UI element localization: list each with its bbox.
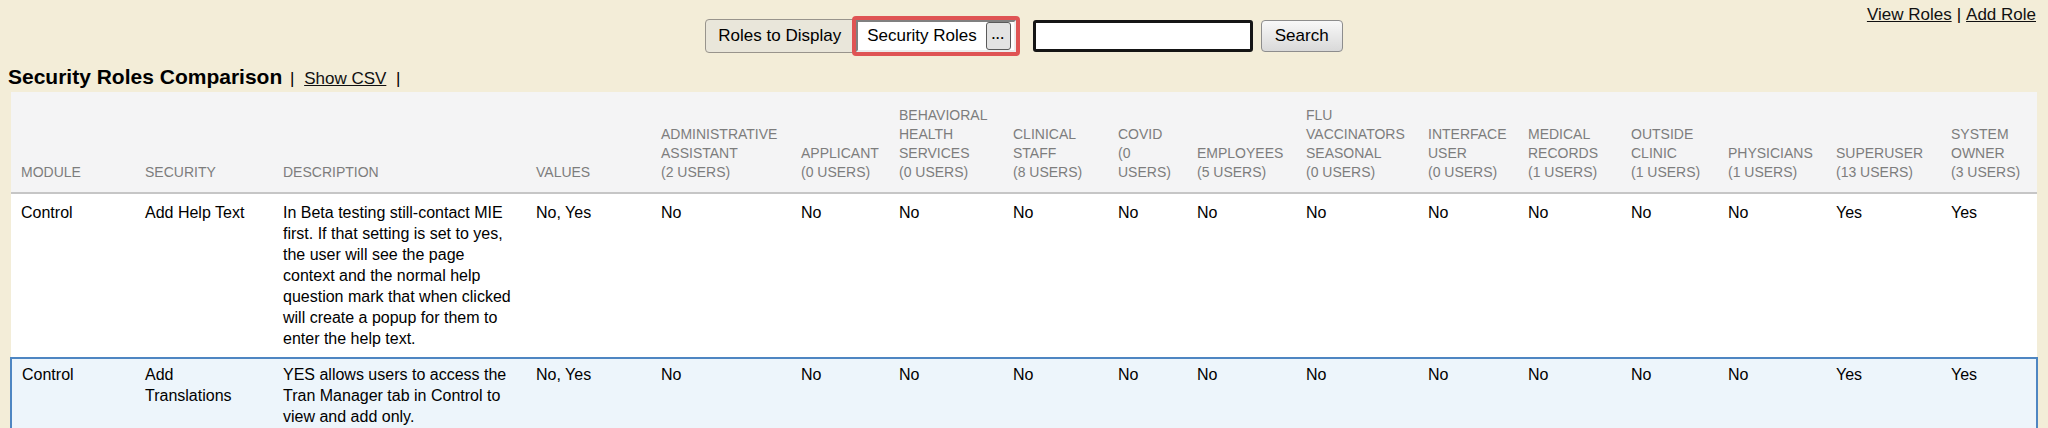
add-role-link[interactable]: Add Role — [1966, 5, 2036, 24]
roles-picker[interactable]: Security Roles ... — [856, 20, 1016, 52]
cell-role-value: No — [1718, 193, 1826, 358]
title-bar: Security Roles Comparison | Show CSV | — [8, 65, 2048, 89]
cell-role-value: Yes — [1941, 358, 2037, 428]
column-header-role: SUPERUSER(13 USERS) — [1826, 92, 1941, 193]
column-header-security: SECURITY — [135, 92, 273, 193]
cell-role-value: No — [1518, 193, 1621, 358]
column-header-role: PHYSICIANS(1 USERS) — [1718, 92, 1826, 193]
cell-role-value: Yes — [1826, 193, 1941, 358]
title-separator: | — [290, 69, 294, 88]
cell-role-value: No — [1003, 358, 1108, 428]
column-header-role: EMPLOYEES(5 USERS) — [1187, 92, 1296, 193]
table-row-highlighted: Control Add Translations YES allows user… — [11, 358, 2037, 428]
page-title: Security Roles Comparison — [8, 65, 282, 88]
cell-role-value: No — [791, 193, 889, 358]
cell-role-value: No — [1003, 193, 1108, 358]
cell-role-value: No — [651, 193, 791, 358]
cell-security: Add Help Text — [135, 193, 273, 358]
cell-role-value: No — [1621, 358, 1718, 428]
column-header-role: FLU VACCINATORS SEASONAL(0 USERS) — [1296, 92, 1418, 193]
cell-role-value: No — [1108, 358, 1187, 428]
cell-role-value: No — [1418, 358, 1518, 428]
show-csv-link[interactable]: Show CSV — [304, 69, 386, 88]
cell-description: In Beta testing still-contact MIE first.… — [273, 193, 526, 358]
table-row: Control Add Help Text In Beta testing st… — [11, 193, 2037, 358]
cell-values: No, Yes — [526, 193, 651, 358]
cell-values: No, Yes — [526, 358, 651, 428]
cell-module: Control — [11, 193, 135, 358]
column-header-values: VALUES — [526, 92, 651, 193]
cell-role-value: Yes — [1826, 358, 1941, 428]
security-roles-comparison-table: MODULE SECURITY DESCRIPTION VALUES ADMIN… — [10, 92, 2038, 428]
search-input[interactable] — [1033, 20, 1253, 52]
column-header-role: APPLICANT(0 USERS) — [791, 92, 889, 193]
roles-to-display-button[interactable]: Roles to Display — [705, 19, 854, 53]
cell-role-value: No — [889, 193, 1003, 358]
cell-role-value: No — [1718, 358, 1826, 428]
cell-role-value: No — [1418, 193, 1518, 358]
cell-role-value: No — [1108, 193, 1187, 358]
column-header-role: CLINICAL STAFF(8 USERS) — [1003, 92, 1108, 193]
cell-module: Control — [11, 358, 135, 428]
table-header-row: MODULE SECURITY DESCRIPTION VALUES ADMIN… — [11, 92, 2037, 193]
cell-role-value: No — [651, 358, 791, 428]
column-header-role: SYSTEM OWNER(3 USERS) — [1941, 92, 2037, 193]
column-header-role: COVID(0 USERS) — [1108, 92, 1187, 193]
column-header-role: ADMINISTRATIVE ASSISTANT(2 USERS) — [651, 92, 791, 193]
column-header-role: MEDICAL RECORDS(1 USERS) — [1518, 92, 1621, 193]
cell-role-value: No — [1518, 358, 1621, 428]
cell-role-value: No — [1187, 358, 1296, 428]
column-header-role: INTERFACE USER(0 USERS) — [1418, 92, 1518, 193]
column-header-module: MODULE — [11, 92, 135, 193]
cell-role-value: No — [1621, 193, 1718, 358]
links-separator: | — [1957, 5, 1961, 24]
cell-role-value: No — [1296, 193, 1418, 358]
roles-to-display-group: Roles to Display Security Roles ... — [705, 16, 1019, 56]
column-header-role: OUTSIDE CLINIC(1 USERS) — [1621, 92, 1718, 193]
cell-role-value: No — [889, 358, 1003, 428]
view-roles-link[interactable]: View Roles — [1867, 5, 1952, 24]
roles-picker-value: Security Roles — [867, 26, 986, 46]
column-header-role: BEHAVIORAL HEALTH SERVICES(0 USERS) — [889, 92, 1003, 193]
search-button[interactable]: Search — [1261, 20, 1343, 52]
cell-security: Add Translations — [135, 358, 273, 428]
cell-role-value: No — [1187, 193, 1296, 358]
cell-role-value: No — [791, 358, 889, 428]
cell-description: YES allows users to access the Tran Mana… — [273, 358, 526, 428]
title-trailing-separator: | — [396, 69, 400, 88]
highlight-box: Security Roles ... — [852, 16, 1020, 56]
roles-picker-ellipsis-button[interactable]: ... — [986, 22, 1011, 50]
column-header-description: DESCRIPTION — [273, 92, 526, 193]
toolbar: Roles to Display Security Roles ... Sear… — [0, 13, 2048, 59]
cell-role-value: No — [1296, 358, 1418, 428]
cell-role-value: Yes — [1941, 193, 2037, 358]
